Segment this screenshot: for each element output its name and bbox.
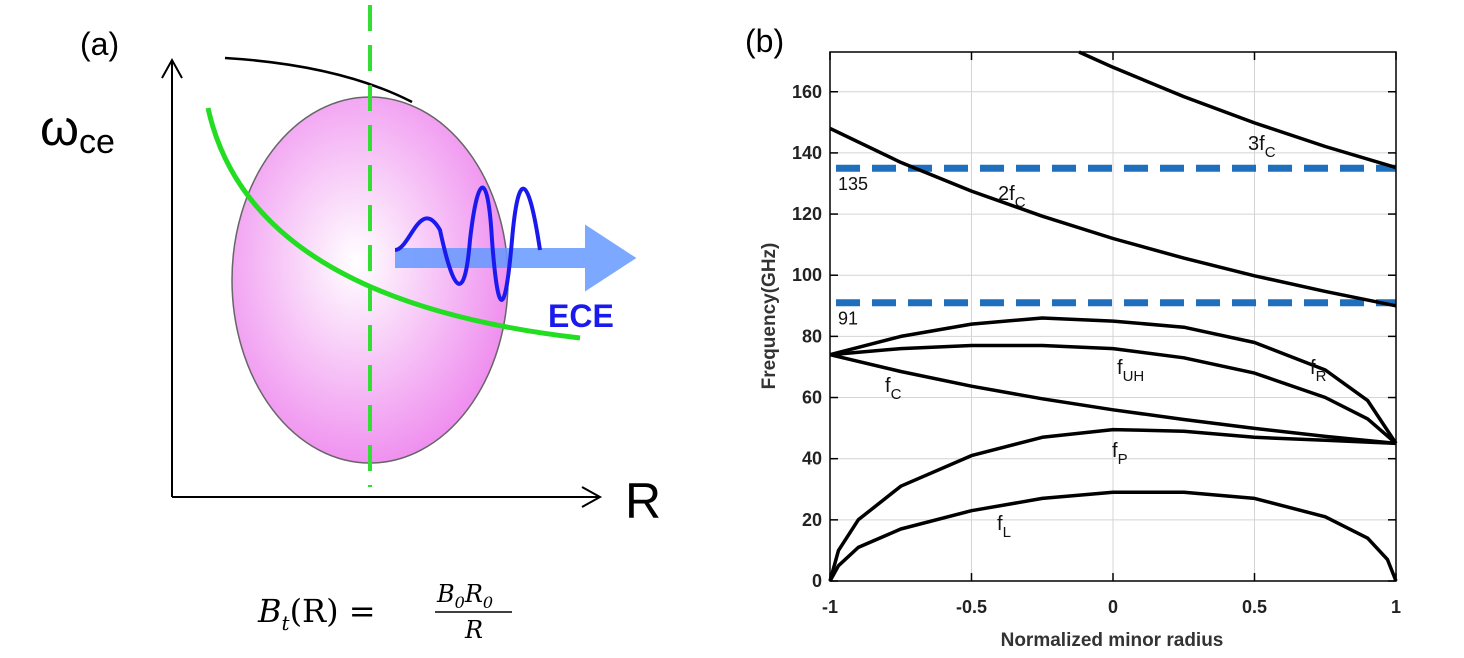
reference-label: 91: [838, 309, 858, 329]
curve-label: fP: [1112, 440, 1128, 468]
curve-label: 2fC: [998, 183, 1026, 211]
x-tick-label: -0.5: [956, 597, 987, 617]
y-tick-label: 60: [802, 388, 822, 408]
y-tick-label: 40: [802, 449, 822, 469]
curve: [829, 316, 1398, 445]
curve-label: fL: [997, 513, 1011, 541]
reference-label: 135: [838, 174, 868, 194]
symbol: B: [436, 580, 455, 608]
field-curve: [224, 56, 413, 104]
curve-subscript: R: [1316, 368, 1327, 385]
curve-name: f: [1310, 357, 1316, 379]
x-tick-label: 0.5: [1242, 597, 1267, 617]
curve-subscript: UH: [1123, 368, 1145, 385]
y-tick-label: 120: [792, 204, 822, 224]
curve-label: fR: [1310, 357, 1327, 385]
plot-frame: [829, 51, 1397, 582]
curve-name: f: [885, 375, 891, 397]
formula-numerator: B0R0: [436, 580, 493, 612]
formula-denominator: R: [464, 616, 483, 644]
curve: [829, 343, 1398, 445]
subscript: 0: [483, 593, 493, 612]
symbol: ω: [40, 100, 79, 156]
curve-label: fC: [885, 375, 902, 403]
curve-name: f: [1112, 440, 1118, 462]
curve-subscript: C: [891, 386, 902, 403]
wave-label: ECE: [548, 298, 614, 334]
emission-arrow: [395, 224, 637, 292]
curve: [828, 490, 1398, 582]
formula: Bt(R) = B0R0 R: [257, 580, 512, 644]
curve-subscript: C: [1265, 144, 1276, 161]
curve: [829, 126, 1397, 308]
panel-b: (b) Normalized minor radius Frequency(GH…: [745, 23, 1401, 651]
argument: (R) =: [290, 592, 376, 630]
y-tick-label: 0: [812, 571, 822, 591]
formula-lhs: Bt(R) =: [257, 592, 376, 635]
curve-label: fUH: [1117, 357, 1144, 385]
curve-name: 3f: [1248, 133, 1265, 155]
curve: [829, 352, 1397, 446]
curve: [1078, 50, 1397, 170]
x-axis-label: Normalized minor radius: [1001, 630, 1224, 651]
subscript: ce: [79, 123, 115, 161]
panel-a: (a) ECE ωce R Bt(R) = B0R0 R: [40, 5, 661, 644]
curve: [828, 427, 1397, 582]
curve-name: f: [997, 513, 1003, 535]
panel-label: (b): [745, 23, 784, 59]
y-label: ωce: [40, 100, 115, 161]
subscript: 0: [455, 593, 465, 612]
y-tick-label: 140: [792, 143, 822, 163]
x-tick-label: 1: [1391, 597, 1401, 617]
x-label: R: [625, 473, 661, 529]
y-tick-label: 80: [802, 326, 822, 346]
x-tick-label: -1: [822, 597, 838, 617]
curve-subscript: L: [1003, 524, 1011, 541]
x-tick-label: 0: [1108, 597, 1118, 617]
wave: [394, 185, 542, 302]
y-tick-label: 100: [792, 265, 822, 285]
symbol: R: [464, 580, 483, 608]
symbol: B: [257, 592, 282, 630]
frequency-curve: [205, 107, 581, 341]
y-axis-label: Frequency(GHz): [759, 243, 780, 390]
curve-name: f: [1117, 357, 1123, 379]
curve-subscript: C: [1015, 194, 1026, 211]
x-arrow: [581, 486, 603, 508]
panel-label: (a): [80, 26, 119, 62]
y-tick-label: 160: [792, 82, 822, 102]
y-tick-label: 20: [802, 510, 822, 530]
y-arrow: [161, 57, 183, 79]
subscript: t: [282, 611, 291, 635]
curve-subscript: P: [1118, 451, 1128, 468]
curve-name: 2f: [998, 183, 1015, 205]
curve-label: 3fC: [1248, 133, 1276, 161]
